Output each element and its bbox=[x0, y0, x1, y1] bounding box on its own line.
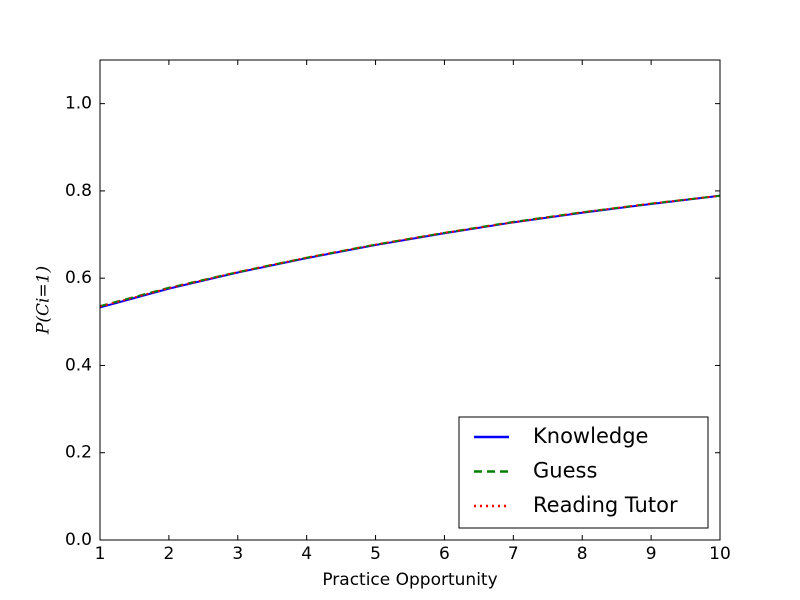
y-tick-label: 0.4 bbox=[65, 355, 92, 375]
x-tick-label: 4 bbox=[301, 544, 312, 564]
x-axis-label: Practice Opportunity bbox=[322, 570, 497, 590]
x-tick-label: 6 bbox=[439, 544, 450, 564]
legend-label: Guess bbox=[533, 459, 597, 483]
x-tick-label: 2 bbox=[163, 544, 174, 564]
y-axis-label: P(Ci=1) bbox=[34, 266, 54, 335]
x-tick-label: 8 bbox=[577, 544, 588, 564]
x-tick-label: 10 bbox=[709, 544, 731, 564]
x-tick-label: 9 bbox=[646, 544, 657, 564]
legend-label: Reading Tutor bbox=[533, 493, 678, 517]
y-tick-label: 0.8 bbox=[65, 181, 92, 201]
plot-frame bbox=[99, 59, 721, 541]
line-series bbox=[99, 194, 721, 308]
x-tick-label: 1 bbox=[95, 544, 106, 564]
y-tick-label: 1.0 bbox=[65, 94, 92, 114]
x-tick-label: 7 bbox=[508, 544, 519, 564]
y-tick-label: 0.6 bbox=[65, 268, 92, 288]
x-tick-label: 5 bbox=[370, 544, 381, 564]
legend-label: Knowledge bbox=[533, 424, 648, 448]
y-tick-label: 0.0 bbox=[65, 530, 92, 550]
y-tick-label: 0.2 bbox=[65, 443, 92, 463]
x-tick-label: 3 bbox=[232, 544, 243, 564]
